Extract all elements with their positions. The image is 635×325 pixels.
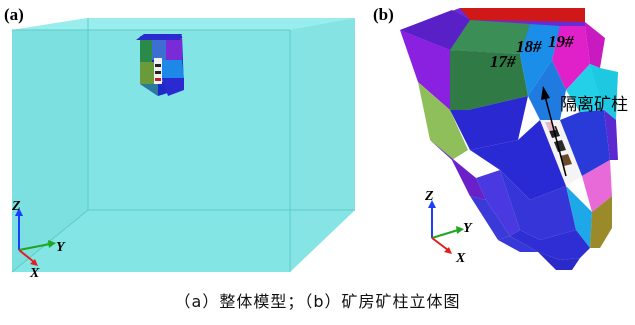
box-top-face bbox=[12, 18, 355, 30]
left-block-1 bbox=[400, 30, 450, 110]
y-axis-label: Y bbox=[463, 221, 473, 236]
z-axis-label: Z bbox=[11, 199, 21, 214]
isolation-pillar-annotation: 隔离矿柱 bbox=[560, 95, 628, 115]
x-axis-line bbox=[18, 249, 35, 263]
annotation-arrow bbox=[541, 86, 567, 177]
x-axis-label: X bbox=[455, 251, 466, 266]
pillar-label-19: 19# bbox=[548, 32, 574, 51]
pillar-17-top bbox=[450, 20, 530, 54]
figure-caption: （a）整体模型；（b）矿房矿柱立体图 bbox=[174, 292, 461, 311]
x-axis-label: X bbox=[29, 266, 40, 281]
left-block-4 bbox=[470, 196, 510, 240]
pillar-label-18: 18# bbox=[516, 37, 542, 56]
panel-b-label: (b) bbox=[373, 5, 394, 24]
panel-a: Z Y X (a) bbox=[4, 5, 355, 281]
isolation-pillar bbox=[540, 120, 582, 186]
left-block-2 bbox=[418, 82, 468, 160]
x-axis-line bbox=[431, 237, 449, 251]
box-right-face bbox=[290, 18, 355, 272]
pillar-18 bbox=[520, 24, 560, 96]
pillar-17 bbox=[450, 50, 528, 110]
box-edges bbox=[11, 18, 355, 273]
model-pillar-small bbox=[136, 34, 184, 96]
panel-a-label: (a) bbox=[4, 5, 24, 24]
axes-triad-a: Z Y X bbox=[11, 199, 66, 281]
y-axis-line bbox=[431, 229, 459, 239]
pillar-label-17: 17# bbox=[490, 52, 516, 71]
box-front-face bbox=[12, 30, 290, 272]
figure: Z Y X (a) bbox=[4, 5, 628, 281]
y-axis-label: Y bbox=[56, 240, 66, 255]
z-axis-label: Z bbox=[424, 189, 434, 204]
panel-b: 17# 18# 19# 隔离矿柱 Z Y X (b) bbox=[373, 5, 628, 270]
y-axis-line bbox=[18, 243, 51, 251]
axes-triad-b: Z Y X bbox=[424, 189, 473, 266]
pillar-19 bbox=[552, 26, 590, 90]
